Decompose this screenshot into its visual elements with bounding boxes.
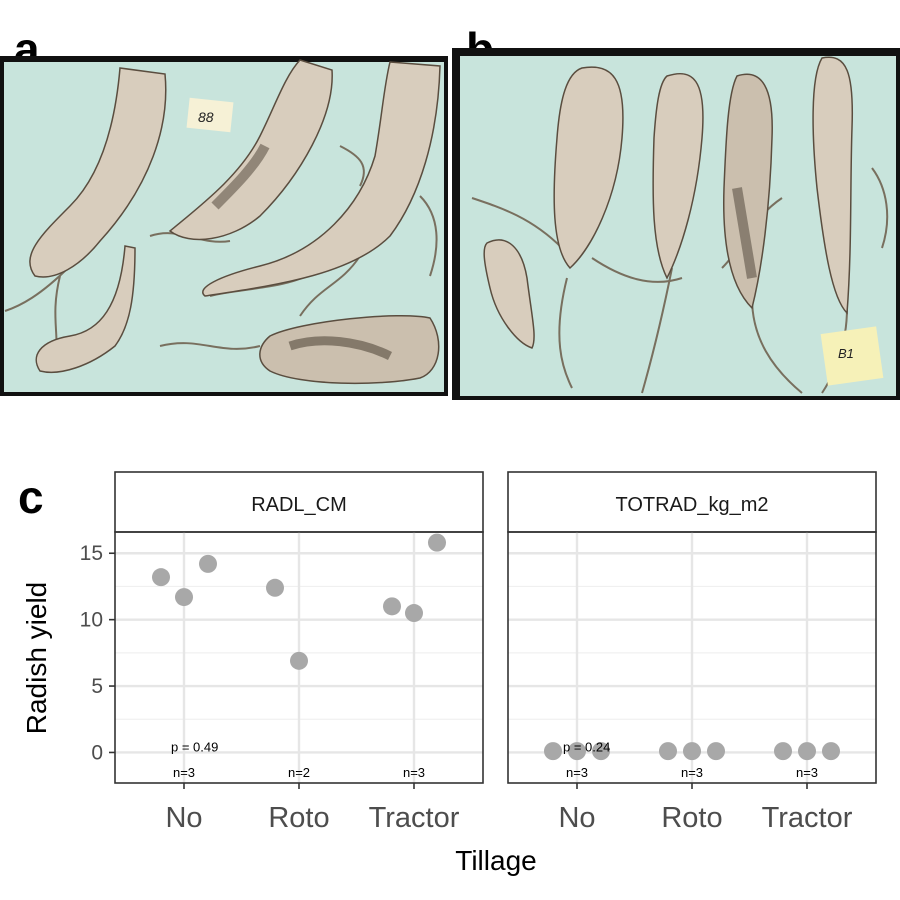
sample-count-label: n=3 [681,765,703,780]
data-point [175,588,193,607]
data-point [822,742,840,761]
data-point [290,651,308,670]
sample-count-label: n=2 [288,765,310,780]
sample-count-label: n=3 [173,765,195,780]
data-point [592,742,610,761]
x-tick-label: Tractor [762,802,853,834]
facet-strip [114,471,484,533]
facet-strip-label: RADL_CM [251,494,347,516]
x-tick-label: No [165,802,202,834]
sample-count-label: n=3 [403,765,425,780]
photo-a-radish-roots: 88 [0,56,448,396]
data-point [659,742,677,761]
sample-count-label: n=3 [796,765,818,780]
data-point [383,597,401,616]
data-point [266,578,284,597]
data-point [544,742,562,761]
y-tick-label: 5 [91,675,103,698]
x-tick-label: No [558,802,595,834]
p-value-annotation: p = 0.49 [171,739,218,754]
y-axis-title: Radish yield [21,582,52,735]
facet-strip [507,471,877,533]
y-tick-label: 0 [91,741,103,764]
facet-strip-label: TOTRAD_kg_m2 [615,494,768,516]
data-point [707,742,725,761]
photo-b-tag: B1 [838,346,854,361]
x-tick-label: Roto [661,802,722,834]
x-tick-label: Tractor [369,802,460,834]
panel-label-c: c [18,471,44,523]
data-point [798,742,816,761]
data-point [152,568,170,587]
y-tick-label: 10 [80,609,103,632]
y-tick-label: 15 [80,542,103,565]
photo-b-radish-roots: B1 [452,48,900,400]
x-tick-label: Roto [268,802,329,834]
data-point [428,533,446,552]
data-point [568,742,586,761]
data-point [774,742,792,761]
p-value-annotation: p = 0.24 [563,739,610,754]
sample-count-label: n=3 [566,765,588,780]
photo-b-drawing: B1 [460,56,896,396]
photo-a-tag: 88 [198,109,214,125]
x-axis-title: Tillage [455,845,536,876]
data-point [405,604,423,623]
data-point [683,742,701,761]
data-point [199,554,217,573]
photo-a-drawing: 88 [4,59,444,392]
